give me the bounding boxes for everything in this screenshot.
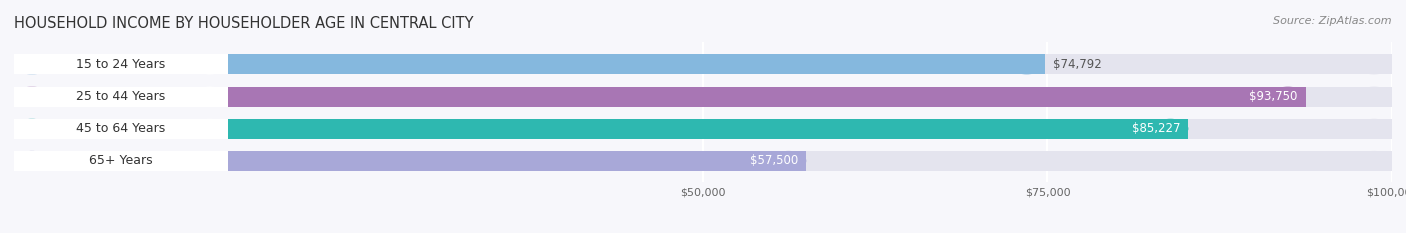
Ellipse shape xyxy=(191,119,228,139)
Ellipse shape xyxy=(1153,119,1188,139)
Ellipse shape xyxy=(14,87,49,106)
Ellipse shape xyxy=(1270,87,1306,106)
Bar xyxy=(14,119,1188,139)
Text: $57,500: $57,500 xyxy=(749,154,799,167)
Ellipse shape xyxy=(14,151,49,171)
Ellipse shape xyxy=(770,151,807,171)
Ellipse shape xyxy=(14,119,49,139)
Text: $74,792: $74,792 xyxy=(1053,58,1102,71)
Bar xyxy=(14,55,228,74)
Ellipse shape xyxy=(1357,119,1392,139)
Bar xyxy=(14,55,1392,74)
Bar xyxy=(14,119,1392,139)
Bar xyxy=(14,55,1045,74)
Bar xyxy=(14,87,228,106)
Bar xyxy=(14,151,1392,171)
Text: 15 to 24 Years: 15 to 24 Years xyxy=(76,58,166,71)
Ellipse shape xyxy=(14,119,49,139)
Text: $93,750: $93,750 xyxy=(1249,90,1298,103)
Ellipse shape xyxy=(1357,151,1392,171)
Text: 25 to 44 Years: 25 to 44 Years xyxy=(76,90,166,103)
Ellipse shape xyxy=(191,151,228,171)
Bar xyxy=(14,87,1306,106)
Bar xyxy=(14,151,228,171)
Text: Source: ZipAtlas.com: Source: ZipAtlas.com xyxy=(1274,16,1392,26)
Bar xyxy=(14,119,228,139)
Ellipse shape xyxy=(14,87,49,106)
Bar xyxy=(14,87,1392,106)
Text: HOUSEHOLD INCOME BY HOUSEHOLDER AGE IN CENTRAL CITY: HOUSEHOLD INCOME BY HOUSEHOLDER AGE IN C… xyxy=(14,16,474,31)
Text: $85,227: $85,227 xyxy=(1132,122,1180,135)
Text: 45 to 64 Years: 45 to 64 Years xyxy=(76,122,166,135)
Ellipse shape xyxy=(14,55,49,74)
Ellipse shape xyxy=(1008,55,1045,74)
Text: 65+ Years: 65+ Years xyxy=(89,154,153,167)
Bar xyxy=(14,151,807,171)
Ellipse shape xyxy=(14,151,49,171)
Ellipse shape xyxy=(14,55,49,74)
Ellipse shape xyxy=(1357,87,1392,106)
Ellipse shape xyxy=(191,55,228,74)
Ellipse shape xyxy=(14,119,49,139)
Ellipse shape xyxy=(1357,55,1392,74)
Ellipse shape xyxy=(14,151,49,171)
Ellipse shape xyxy=(14,87,49,106)
Ellipse shape xyxy=(191,87,228,106)
Ellipse shape xyxy=(14,55,49,74)
